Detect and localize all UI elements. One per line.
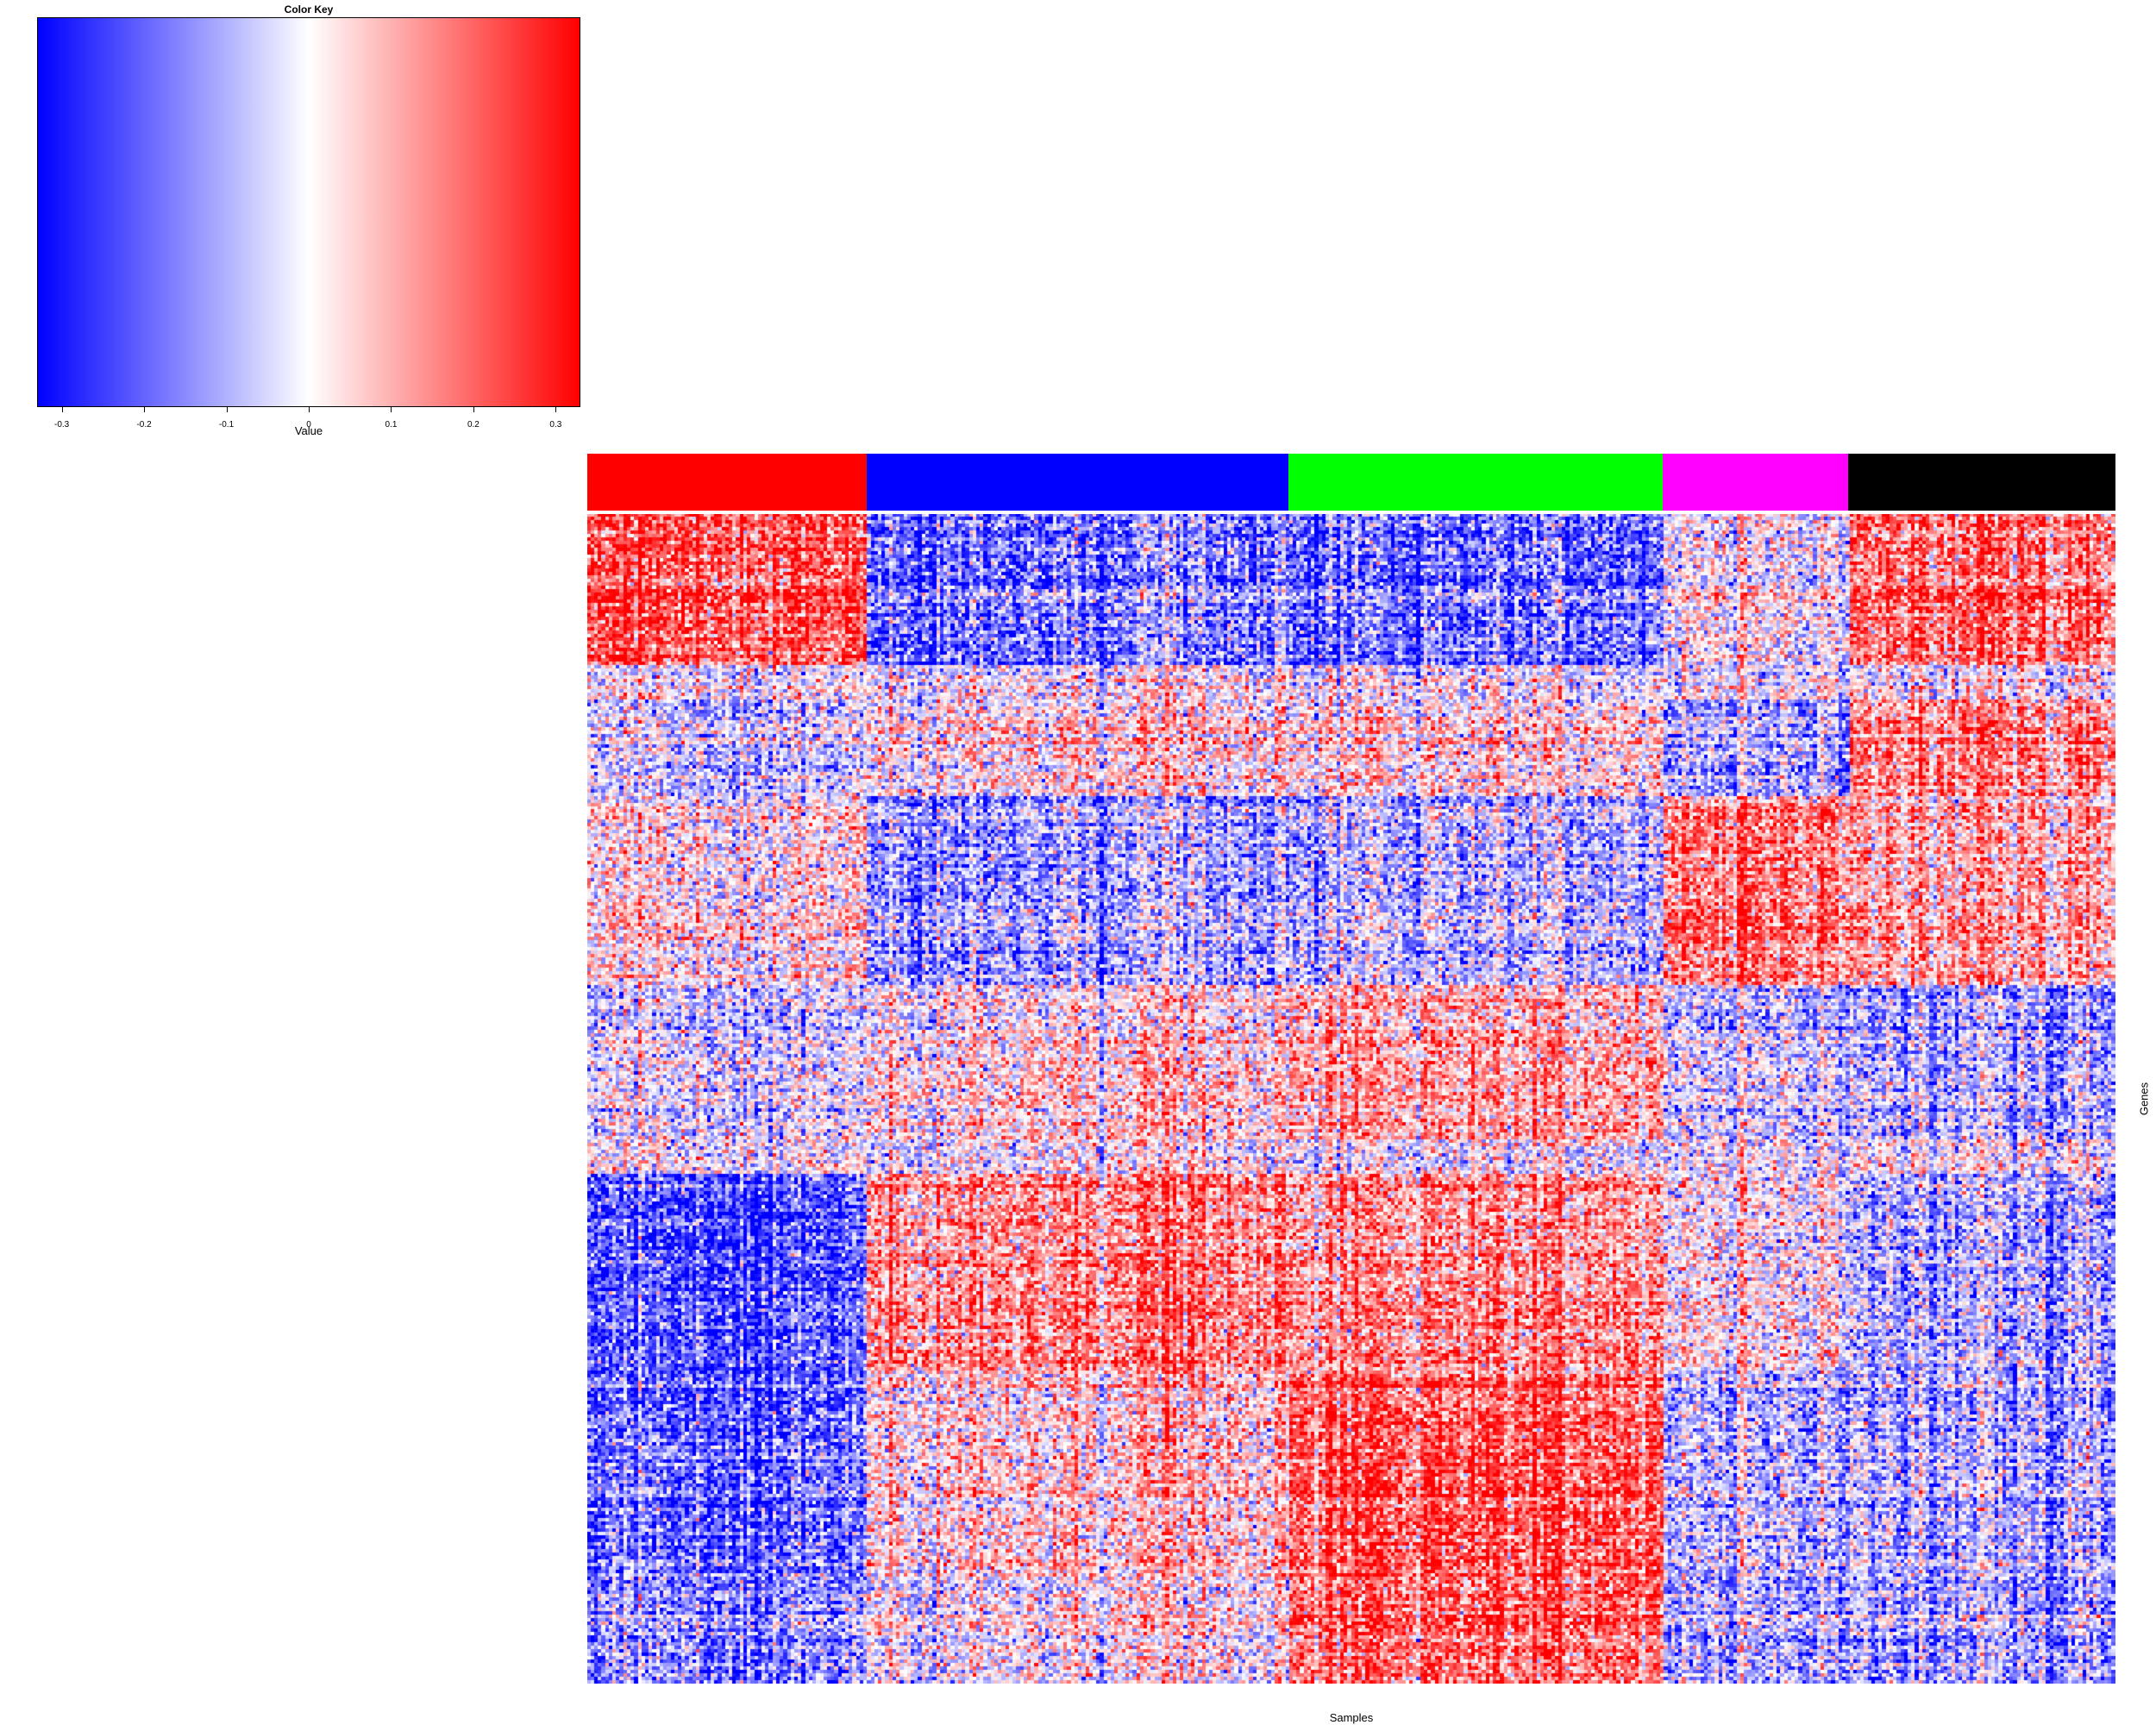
color-key-tick-label: 0.1 (385, 420, 398, 430)
y-axis-label: Genes (2137, 1082, 2151, 1116)
column-side-group-green (1288, 454, 1664, 511)
color-key-tick (61, 407, 63, 412)
color-key-tick-label: 0 (306, 420, 311, 430)
column-side-group-magenta (1663, 454, 1849, 511)
color-key-tick (473, 407, 474, 412)
color-key-tick (226, 407, 228, 412)
color-key-tick (555, 407, 557, 412)
color-key-tick (144, 407, 146, 412)
column-side-group-blue (867, 454, 1289, 511)
color-key-tick-label: -0.1 (218, 420, 235, 430)
color-key-gradient (37, 17, 580, 407)
color-key-tick-label: 0.2 (467, 420, 479, 430)
color-key-title: Color Key (284, 3, 334, 16)
color-key-tick-label: 0.3 (549, 420, 562, 430)
x-axis-label: Samples (1329, 1711, 1374, 1724)
color-key-tick (391, 407, 392, 412)
column-side-group-black (1847, 454, 2116, 511)
color-key-tick-label: -0.2 (136, 420, 152, 430)
color-key-tick (309, 407, 310, 412)
column-side-colors (587, 454, 2116, 511)
color-key-xlabel: Value (294, 424, 323, 437)
heatmap-grid (587, 514, 2115, 1684)
color-key-tick-label: -0.3 (54, 420, 70, 430)
color-key-axis: -0.3 -0.2 -0.1 0 0.1 0.2 0.3 (37, 407, 580, 430)
column-side-group-red (587, 454, 868, 511)
